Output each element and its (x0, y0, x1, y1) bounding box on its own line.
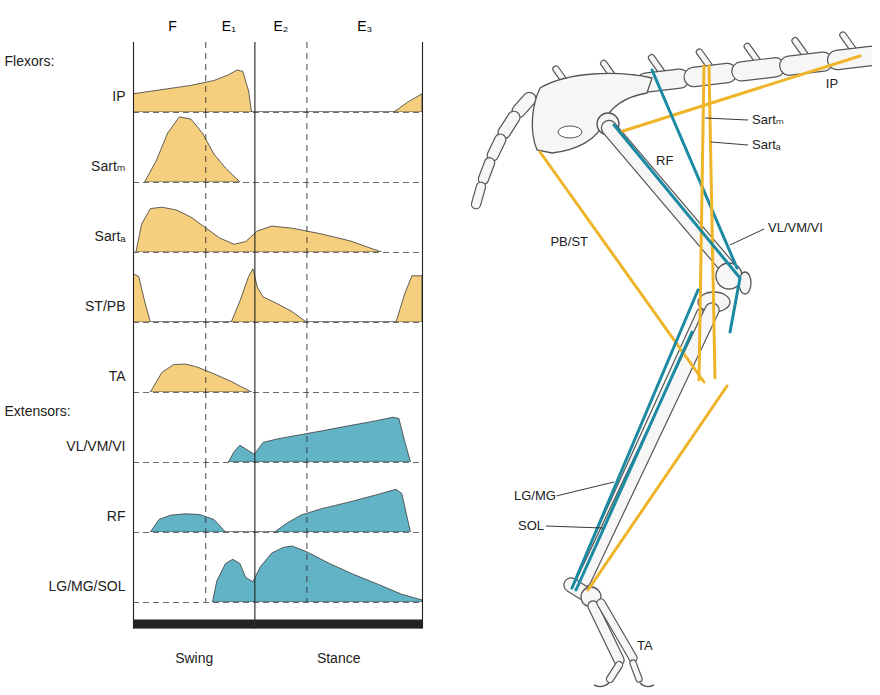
svg-text:E₃: E₃ (357, 18, 372, 34)
svg-text:VL/VM/VI: VL/VM/VI (768, 220, 823, 235)
svg-text:Stance: Stance (317, 650, 361, 666)
svg-text:Sartₘ: Sartₘ (91, 158, 125, 174)
svg-text:Sartₐ: Sartₐ (95, 228, 127, 244)
svg-text:E₁: E₁ (222, 18, 236, 34)
svg-text:ST/PB: ST/PB (85, 298, 125, 314)
svg-text:SOL: SOL (518, 518, 544, 533)
svg-text:VL/VM/VI: VL/VM/VI (66, 438, 125, 454)
svg-text:E₂: E₂ (273, 18, 288, 34)
svg-text:TA: TA (109, 368, 127, 384)
svg-text:RF: RF (107, 508, 126, 524)
svg-text:LG/MG/SOL: LG/MG/SOL (48, 578, 125, 594)
svg-text:TA: TA (637, 638, 653, 653)
svg-text:IP: IP (112, 88, 125, 104)
svg-text:Sartₘ: Sartₘ (752, 112, 784, 127)
svg-text:Flexors:: Flexors: (5, 53, 55, 69)
svg-text:PB/ST: PB/ST (550, 234, 588, 249)
svg-text:RF: RF (656, 153, 673, 168)
svg-text:IP: IP (826, 76, 838, 91)
svg-text:Sartₐ: Sartₐ (752, 137, 781, 152)
svg-text:Extensors:: Extensors: (5, 403, 71, 419)
svg-text:LG/MG: LG/MG (514, 488, 556, 503)
svg-text:F: F (168, 18, 177, 34)
svg-text:Swing: Swing (175, 650, 213, 666)
